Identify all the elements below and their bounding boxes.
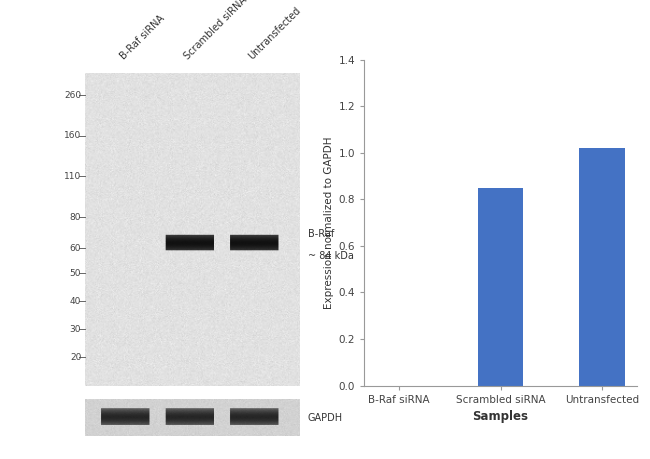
Text: 20: 20 (70, 353, 81, 362)
Text: ~ 84 kDa: ~ 84 kDa (307, 251, 354, 261)
Text: 40: 40 (70, 297, 81, 306)
Text: Untransfected: Untransfected (247, 5, 303, 61)
Text: 80: 80 (70, 213, 81, 222)
Text: GAPDH: GAPDH (307, 413, 343, 423)
Text: 50: 50 (70, 269, 81, 278)
Y-axis label: Expression normalized to GAPDH: Expression normalized to GAPDH (324, 136, 334, 309)
Text: 110: 110 (64, 172, 81, 181)
X-axis label: Samples: Samples (473, 410, 528, 423)
Text: B-Raf siRNA: B-Raf siRNA (118, 13, 166, 61)
Text: 30: 30 (70, 325, 81, 334)
Bar (478, 188, 523, 386)
Text: B-Raf: B-Raf (307, 229, 334, 239)
Text: Scrambled siRNA: Scrambled siRNA (183, 0, 249, 61)
Text: 260: 260 (64, 91, 81, 100)
Text: 160: 160 (64, 131, 81, 140)
Bar (579, 148, 625, 386)
Text: 60: 60 (70, 244, 81, 253)
